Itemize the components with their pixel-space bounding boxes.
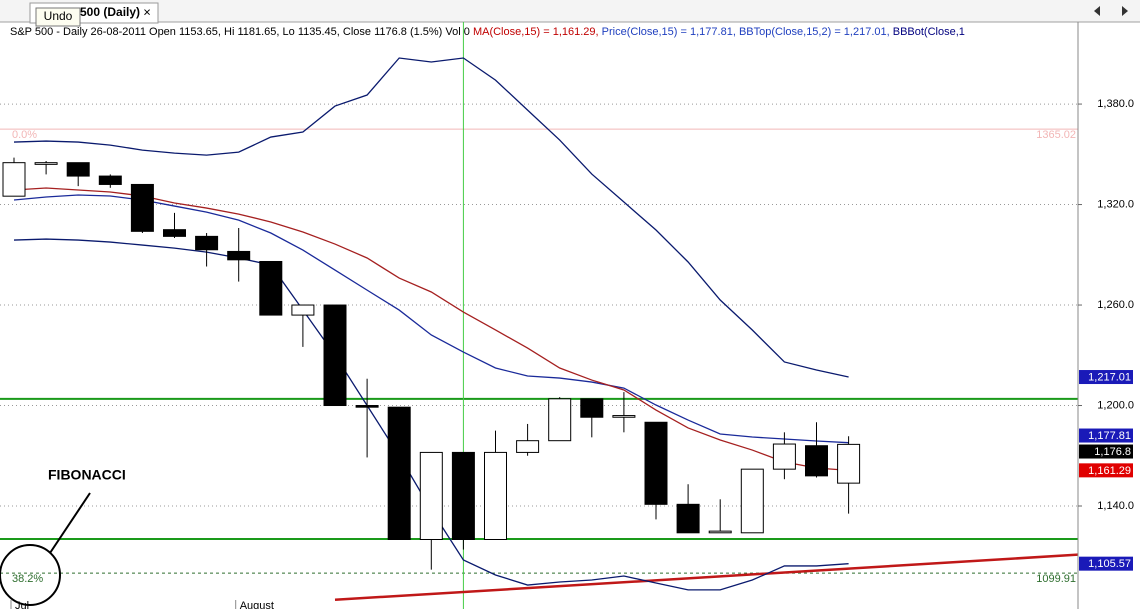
candle-body bbox=[227, 250, 251, 261]
fib-label: 38.2% bbox=[12, 573, 43, 585]
annotation-circle bbox=[0, 544, 61, 606]
x-axis: Jul August bbox=[10, 600, 274, 609]
candle-body bbox=[484, 451, 507, 540]
tab-close[interactable]: × bbox=[143, 4, 151, 19]
end-value-label: 1,161.29 bbox=[1088, 465, 1131, 477]
y-tick-label: 1,320.0 bbox=[1097, 198, 1134, 210]
end-value-label: 1,176.8 bbox=[1094, 446, 1131, 458]
candle-body bbox=[259, 260, 283, 316]
annotation-arrow bbox=[49, 492, 91, 554]
y-tick-label: 1,380.0 bbox=[1097, 98, 1134, 110]
candle-body bbox=[355, 405, 379, 408]
candle-body bbox=[676, 503, 700, 534]
candle-body bbox=[291, 304, 315, 316]
fib-label: 0.0% bbox=[12, 129, 37, 141]
fib-value: 1365.02 bbox=[1036, 129, 1076, 141]
header-segment: Price(Close,15) = 1,177.81, bbox=[602, 26, 739, 38]
header-segment: BBBot(Close,1 bbox=[893, 26, 965, 38]
candle-body bbox=[34, 162, 58, 165]
candle-body bbox=[740, 468, 764, 534]
end-value-box bbox=[1079, 428, 1133, 443]
end-value-box bbox=[1079, 370, 1133, 385]
candle-body bbox=[837, 443, 861, 484]
scroll-right[interactable] bbox=[1122, 6, 1128, 16]
price-axis: 1,140.0 1,200.0 1,260.0 1,320.0 1,380.0 1,217… bbox=[1077, 22, 1134, 609]
header: S&P 500 - Daily 26-08-2011 Open 1153.65,… bbox=[10, 26, 965, 38]
candle-body bbox=[644, 421, 668, 505]
y-tick-label: 1,200.0 bbox=[1097, 399, 1134, 411]
candle-body bbox=[98, 175, 122, 185]
header-segment: S&P 500 - Daily 26-08-2011 Open 1153.65,… bbox=[10, 26, 473, 38]
tab-title: 500 (Daily) bbox=[80, 5, 140, 19]
candle-body bbox=[2, 162, 26, 197]
candle-body bbox=[387, 406, 411, 540]
tab-strip bbox=[0, 0, 1140, 22]
scroll-left[interactable] bbox=[1094, 6, 1100, 16]
candle-body bbox=[516, 440, 540, 453]
candle-body bbox=[580, 398, 604, 418]
candle-body bbox=[708, 530, 732, 534]
annotation: FIBONACCI bbox=[48, 467, 126, 483]
y-tick-label: 1,260.0 bbox=[1097, 299, 1134, 311]
x-tick-label: August bbox=[240, 600, 274, 609]
end-value-box bbox=[1079, 444, 1133, 459]
trendline bbox=[334, 553, 1078, 602]
plot-area: 0.0% 1365.02 38.2% 1099.91 bbox=[0, 22, 1078, 609]
y-tick-label: 1,140.0 bbox=[1097, 500, 1134, 512]
x-tick-label: Jul bbox=[15, 600, 29, 609]
candle-body bbox=[163, 229, 186, 237]
tooltip-text: Undo bbox=[44, 9, 73, 23]
candle-body bbox=[323, 304, 347, 407]
end-value-label: 1,177.81 bbox=[1088, 430, 1131, 442]
fib-value: 1099.91 bbox=[1036, 573, 1076, 585]
tooltip bbox=[35, 7, 81, 27]
end-value-box bbox=[1079, 463, 1133, 478]
candle-body bbox=[419, 451, 443, 540]
indicator-line bbox=[13, 57, 849, 378]
candle-body bbox=[612, 415, 636, 418]
candle-body bbox=[195, 235, 219, 251]
candle-body bbox=[548, 398, 572, 442]
candle-body bbox=[805, 445, 828, 477]
candle-body bbox=[451, 451, 475, 540]
end-value-label: 1,105.57 bbox=[1088, 558, 1131, 570]
end-value-label: 1,217.01 bbox=[1088, 371, 1131, 383]
end-value-box bbox=[1079, 556, 1133, 571]
candle-body bbox=[130, 183, 154, 232]
candle-body bbox=[66, 162, 90, 177]
candle-body bbox=[772, 443, 796, 470]
header-segment: MA(Close,15) = 1,161.29, bbox=[473, 26, 602, 38]
header-segment: BBTop(Close,15,2) = 1,217.01, bbox=[739, 26, 893, 38]
